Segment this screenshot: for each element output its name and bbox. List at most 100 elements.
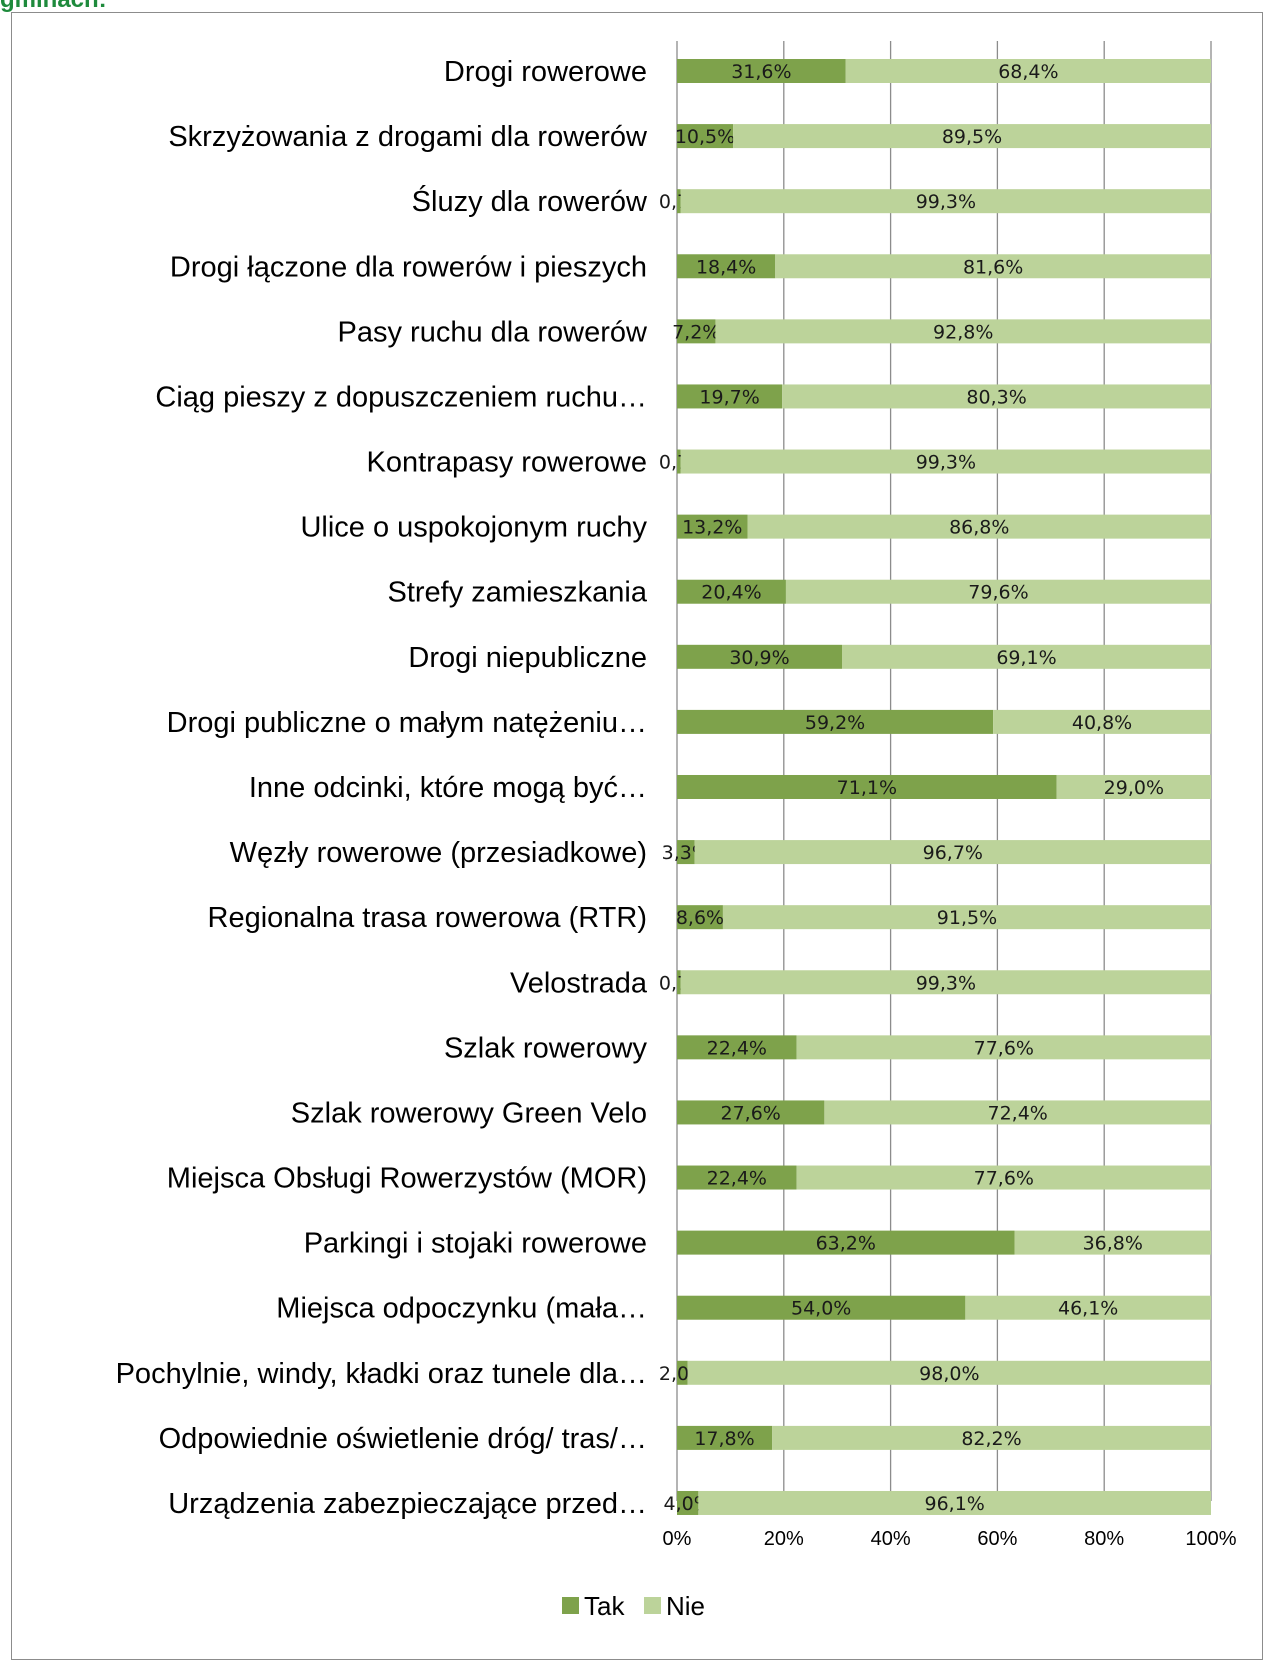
x-tick-label: 0% <box>663 1528 692 1550</box>
data-label: 77,6% <box>974 1168 1034 1190</box>
bar-segment-tak <box>677 1360 688 1385</box>
bar-segment-nie <box>715 319 1211 344</box>
x-tick-label: 80% <box>1084 1528 1124 1550</box>
category-label: Szlak rowerowy <box>444 1032 648 1064</box>
page-title: gminach: <box>0 0 107 14</box>
bar-segment-nie <box>747 514 1211 539</box>
category-label: Szlak rowerowy Green Velo <box>291 1097 647 1129</box>
data-label: 71,1% <box>837 777 897 799</box>
category-label: Ciąg pieszy z dopuszczeniem ruchu… <box>155 381 647 413</box>
bar-segment-tak <box>677 905 723 930</box>
category-label: Velostrada <box>510 967 648 999</box>
category-label: Kontrapasy rowerowe <box>367 447 647 479</box>
category-label: Strefy zamieszkania <box>388 577 648 609</box>
category-label: Drogi niepubliczne <box>408 642 647 674</box>
data-label: 82,2% <box>961 1428 1021 1450</box>
data-label: 86,8% <box>949 517 1009 539</box>
data-label: 31,6% <box>731 61 791 83</box>
data-label: 10,5% <box>675 126 735 148</box>
bar-segment-tak <box>677 1165 797 1190</box>
bar-segment-tak <box>677 1100 825 1125</box>
data-label: 92,8% <box>933 321 993 343</box>
bar-segment-nie <box>698 1490 1211 1515</box>
data-label: 99,3% <box>916 972 976 994</box>
bar-segment-nie <box>782 384 1211 409</box>
data-label: 54,0% <box>791 1298 851 1320</box>
category-label: Drogi łączone dla rowerów i pieszych <box>170 251 647 283</box>
chart-frame: Drogi rowerowe 31,6% 68,4% Skrzyżowania z d… <box>11 12 1263 1660</box>
data-label: 69,1% <box>996 647 1056 669</box>
bar-segment-tak <box>677 1230 1015 1255</box>
data-label: 81,6% <box>963 256 1023 278</box>
data-label: 79,6% <box>968 582 1028 604</box>
data-label: 98,0% <box>919 1363 979 1385</box>
bar-segment-nie <box>680 449 1211 474</box>
bar-segment-tak <box>677 384 783 409</box>
category-label: Miejsca odpoczynku (mała… <box>276 1293 647 1325</box>
bar-segment-tak <box>677 124 734 149</box>
legend-swatch-nie <box>644 1597 661 1614</box>
data-label: 8,6% <box>676 907 724 929</box>
data-label: 99,3% <box>916 452 976 474</box>
data-label: 68,4% <box>998 61 1058 83</box>
bar-segment-tak <box>677 1295 966 1320</box>
bar-segment-tak <box>677 254 776 279</box>
category-label: Urządzenia zabezpieczające przed… <box>168 1488 647 1520</box>
category-label: Śluzy dla rowerów <box>412 184 648 218</box>
bar-segment-nie <box>1014 1230 1211 1255</box>
data-label: 22,4% <box>707 1168 767 1190</box>
category-label: Pasy ruchu dla rowerów <box>338 316 649 348</box>
data-label: 13,2% <box>682 517 742 539</box>
bar-segment-nie <box>680 970 1211 995</box>
data-label: 96,7% <box>923 842 983 864</box>
bar-segment-tak <box>677 319 716 344</box>
bar-segment-nie <box>993 709 1211 734</box>
bar-segment-nie <box>722 905 1211 930</box>
bar-segment-nie <box>694 840 1211 865</box>
data-label: 46,1% <box>1058 1298 1118 1320</box>
category-label: Drogi publiczne o małym natężeniu… <box>167 707 647 739</box>
bar-segment-tak <box>677 1425 773 1450</box>
bar-segment-nie <box>965 1295 1211 1320</box>
bar-segment-nie <box>796 1035 1211 1060</box>
bar-segment-nie <box>796 1165 1211 1190</box>
data-label: 7,2% <box>672 321 720 343</box>
bar-segment-tak <box>677 189 681 214</box>
stacked-bar-chart: Drogi rowerowe 31,6% 68,4% Skrzyżowania z d… <box>116 41 1237 1621</box>
bar-segment-tak <box>677 774 1057 799</box>
category-label: Pochylnie, windy, kładki oraz tunele dla… <box>116 1358 647 1390</box>
legend-label: Nie <box>666 1591 705 1621</box>
bar-segment-tak <box>677 1035 797 1060</box>
data-label: 96,1% <box>925 1493 985 1515</box>
bar-segment-nie <box>785 579 1211 604</box>
category-label: Skrzyżowania z drogami dla rowerów <box>168 121 648 153</box>
category-label: Parkingi i stojaki rowerowe <box>304 1228 647 1260</box>
category-label: Odpowiednie oświetlenie dróg/ tras/… <box>159 1423 647 1455</box>
data-label: 63,2% <box>816 1233 876 1255</box>
category-label: Ulice o uspokojonym ruchy <box>300 512 647 544</box>
data-label: 27,6% <box>721 1102 781 1124</box>
category-label: Regionalna trasa rowerowa (RTR) <box>208 902 647 934</box>
bar-segment-tak <box>677 840 695 865</box>
data-label: 18,4% <box>696 256 756 278</box>
data-label: 80,3% <box>966 386 1026 408</box>
bar-segment-nie <box>842 644 1211 669</box>
data-label: 59,2% <box>805 712 865 734</box>
x-tick-label: 20% <box>764 1528 804 1550</box>
data-label: 19,7% <box>699 386 759 408</box>
data-label: 17,8% <box>694 1428 754 1450</box>
bar-segment-nie <box>733 124 1211 149</box>
bar-segment-nie <box>775 254 1211 279</box>
data-label: 77,6% <box>974 1037 1034 1059</box>
bar-segment-nie <box>687 1360 1211 1385</box>
legend-label: Tak <box>584 1591 625 1621</box>
x-tick-label: 40% <box>871 1528 911 1550</box>
data-label: 29,0% <box>1104 777 1164 799</box>
bar-segment-tak <box>677 579 786 604</box>
data-label: 20,4% <box>701 582 761 604</box>
x-tick-label: 100% <box>1185 1528 1236 1550</box>
data-label: 91,5% <box>937 907 997 929</box>
data-label: 22,4% <box>707 1037 767 1059</box>
x-tick-label: 60% <box>977 1528 1017 1550</box>
bar-segment-tak <box>677 970 681 995</box>
